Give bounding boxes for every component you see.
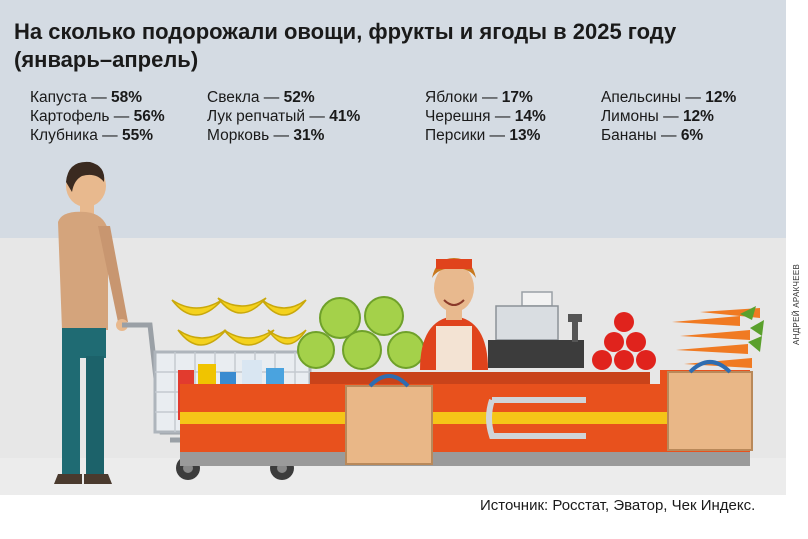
- page-title: На сколько подорожали овощи, фрукты и яг…: [14, 19, 677, 72]
- price-column-3: Яблоки — 17% Черешня — 14% Персики — 13%: [425, 88, 546, 145]
- shopping-bag: [345, 374, 433, 465]
- cabbages: [297, 296, 425, 370]
- tomatoes: [592, 312, 656, 370]
- header-banner: [0, 0, 786, 238]
- price-item: Свекла — 52%: [207, 89, 315, 106]
- price-item: Морковь — 31%: [207, 127, 325, 144]
- shopper-figure: [54, 161, 128, 484]
- price-item: Капуста — 58%: [30, 89, 143, 106]
- price-column-1: Капуста — 58% Картофель — 56% Клубника —…: [30, 88, 165, 145]
- source-note: Источник: Росстат, Эватор, Чек Индекс.: [480, 497, 756, 514]
- price-item: Апельсины — 12%: [601, 89, 737, 106]
- price-item: Картофель — 56%: [30, 108, 165, 125]
- price-item: Лимоны — 12%: [601, 108, 714, 125]
- price-item: Черешня — 14%: [425, 108, 546, 125]
- bananas: [171, 297, 307, 346]
- price-item: Яблоки — 17%: [425, 89, 533, 106]
- price-item: Персики — 13%: [425, 127, 541, 144]
- price-column-4: Апельсины — 12% Лимоны — 12% Бананы — 6%: [601, 88, 736, 145]
- price-item: Лук репчатый — 41%: [207, 108, 361, 125]
- price-item: Клубника — 55%: [30, 127, 153, 144]
- cash-register: [488, 291, 584, 368]
- shopping-bag: [667, 360, 753, 451]
- price-item: Бананы — 6%: [601, 127, 704, 144]
- checkout-counter: [180, 370, 750, 466]
- cashier-figure: [420, 258, 488, 370]
- price-column-2: Свекла — 52% Лук репчатый — 41% Морковь …: [207, 88, 360, 145]
- author-credit: АНДРЕЙ АРАКЧЕЕВ: [792, 263, 801, 345]
- carrots: [672, 306, 764, 368]
